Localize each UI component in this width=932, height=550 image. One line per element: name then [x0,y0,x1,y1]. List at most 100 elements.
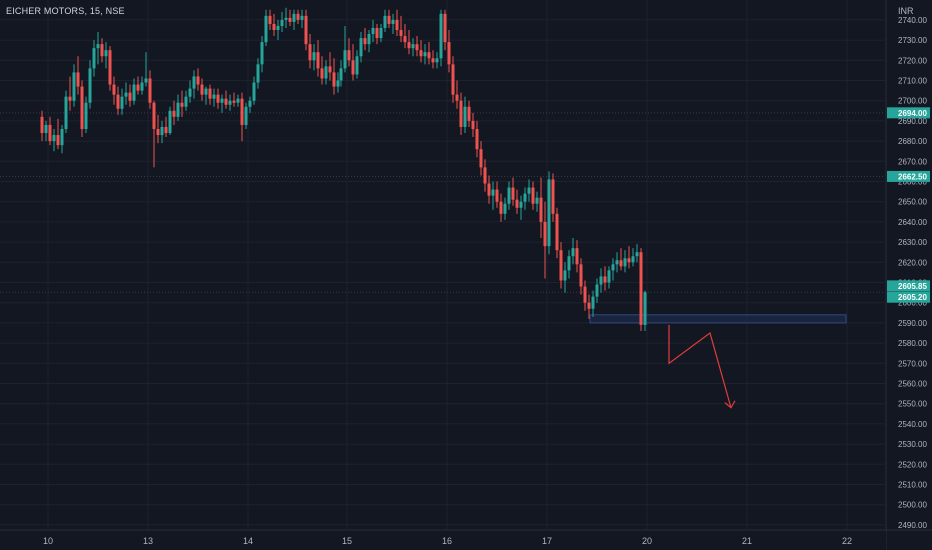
candle-body [343,50,347,69]
candle-body [543,221,547,247]
projection-arrow-path[interactable] [668,324,732,408]
candle-body [204,88,208,95]
y-tick-label: 2530.00 [898,440,927,449]
candle-body [399,30,403,37]
candle-body [587,302,591,309]
candle-body [332,72,336,87]
y-tick-label: 2670.00 [898,157,927,166]
candle-body [100,44,104,57]
candle-body [284,17,288,20]
price-label-box [887,280,930,292]
y-tick-label: 2540.00 [898,420,927,429]
candle-body [519,201,523,208]
candle-body [300,15,304,20]
candle-body [491,189,495,196]
candle-body [112,84,116,95]
currency-label: INR [898,6,914,16]
candle-body [228,100,232,105]
price-label-text: 2605.20 [898,293,927,302]
candle-body [359,38,363,57]
price-axis-background [886,0,932,550]
y-tick-label: 2650.00 [898,198,927,207]
candle-body [276,25,280,30]
y-tick-label: 2520.00 [898,460,927,469]
candle-body [60,128,64,146]
y-tick-label: 2720.00 [898,56,927,65]
candle-body [579,264,583,287]
candle-body [459,100,463,127]
price-label-text: 2605.85 [898,282,927,291]
candle-body [451,64,455,95]
y-tick-label: 2620.00 [898,258,927,267]
y-tick-label: 2630.00 [898,238,927,247]
candle-body [475,128,479,150]
candle-body [320,68,324,79]
candle-body [427,52,431,59]
candle-body [623,258,627,267]
candle-body [252,82,256,101]
candle-body [248,100,252,107]
y-tick-label: 2730.00 [898,36,927,45]
candle-body [288,17,292,22]
candle-body [172,110,176,117]
candle-body [296,13,300,20]
x-tick-label: 13 [143,536,153,546]
candle-body [104,50,108,57]
candle-body [280,19,284,26]
candle-body [160,126,164,136]
candle-body [80,86,84,129]
candle-body [443,13,447,43]
y-tick-label: 2590.00 [898,319,927,328]
price-label-text: 2662.50 [898,172,927,181]
candle-body [148,78,152,103]
candle-body [292,13,296,22]
candle-body [220,98,224,103]
candle-body [52,135,56,142]
candle-body [527,187,531,194]
candle-body [571,248,575,257]
candle-body [312,52,316,61]
y-tick-label: 2600.00 [898,299,927,308]
candle-body [603,276,607,283]
candle-body [383,15,387,28]
candle-body [88,68,92,103]
candle-body [184,96,188,107]
candle-body [503,203,507,214]
x-tick-label: 10 [43,536,53,546]
candle-body [627,258,631,263]
candle-body [539,197,543,222]
candle-body [371,27,375,35]
x-tick-label: 21 [742,536,752,546]
candle-body [547,179,551,247]
candle-body [244,106,248,125]
candle-body [324,66,328,79]
y-tick-label: 2740.00 [898,16,927,25]
y-tick-label: 2490.00 [898,521,927,530]
y-tick-label: 2560.00 [898,380,927,389]
candle-body [499,201,503,214]
candle-body [419,50,423,57]
y-tick-label: 2710.00 [898,77,927,86]
candle-body [164,126,168,134]
candle-body [447,42,451,65]
candle-body [367,34,371,45]
candle-body [124,92,128,97]
candle-body [44,124,48,134]
support-zone[interactable] [589,314,847,324]
y-tick-label: 2640.00 [898,218,927,227]
candle-body [495,189,499,202]
candle-body [391,19,395,24]
candle-body [619,260,623,267]
candle-body [487,183,491,196]
candle-body [351,60,355,75]
candle-body [555,213,559,251]
candle-body [180,102,184,107]
candle-body [531,187,535,204]
candle-body [415,44,419,51]
x-tick-label: 17 [542,536,552,546]
candle-body [176,102,180,117]
candle-body [639,252,643,325]
candle-body [463,106,467,127]
candle-body [200,84,204,95]
